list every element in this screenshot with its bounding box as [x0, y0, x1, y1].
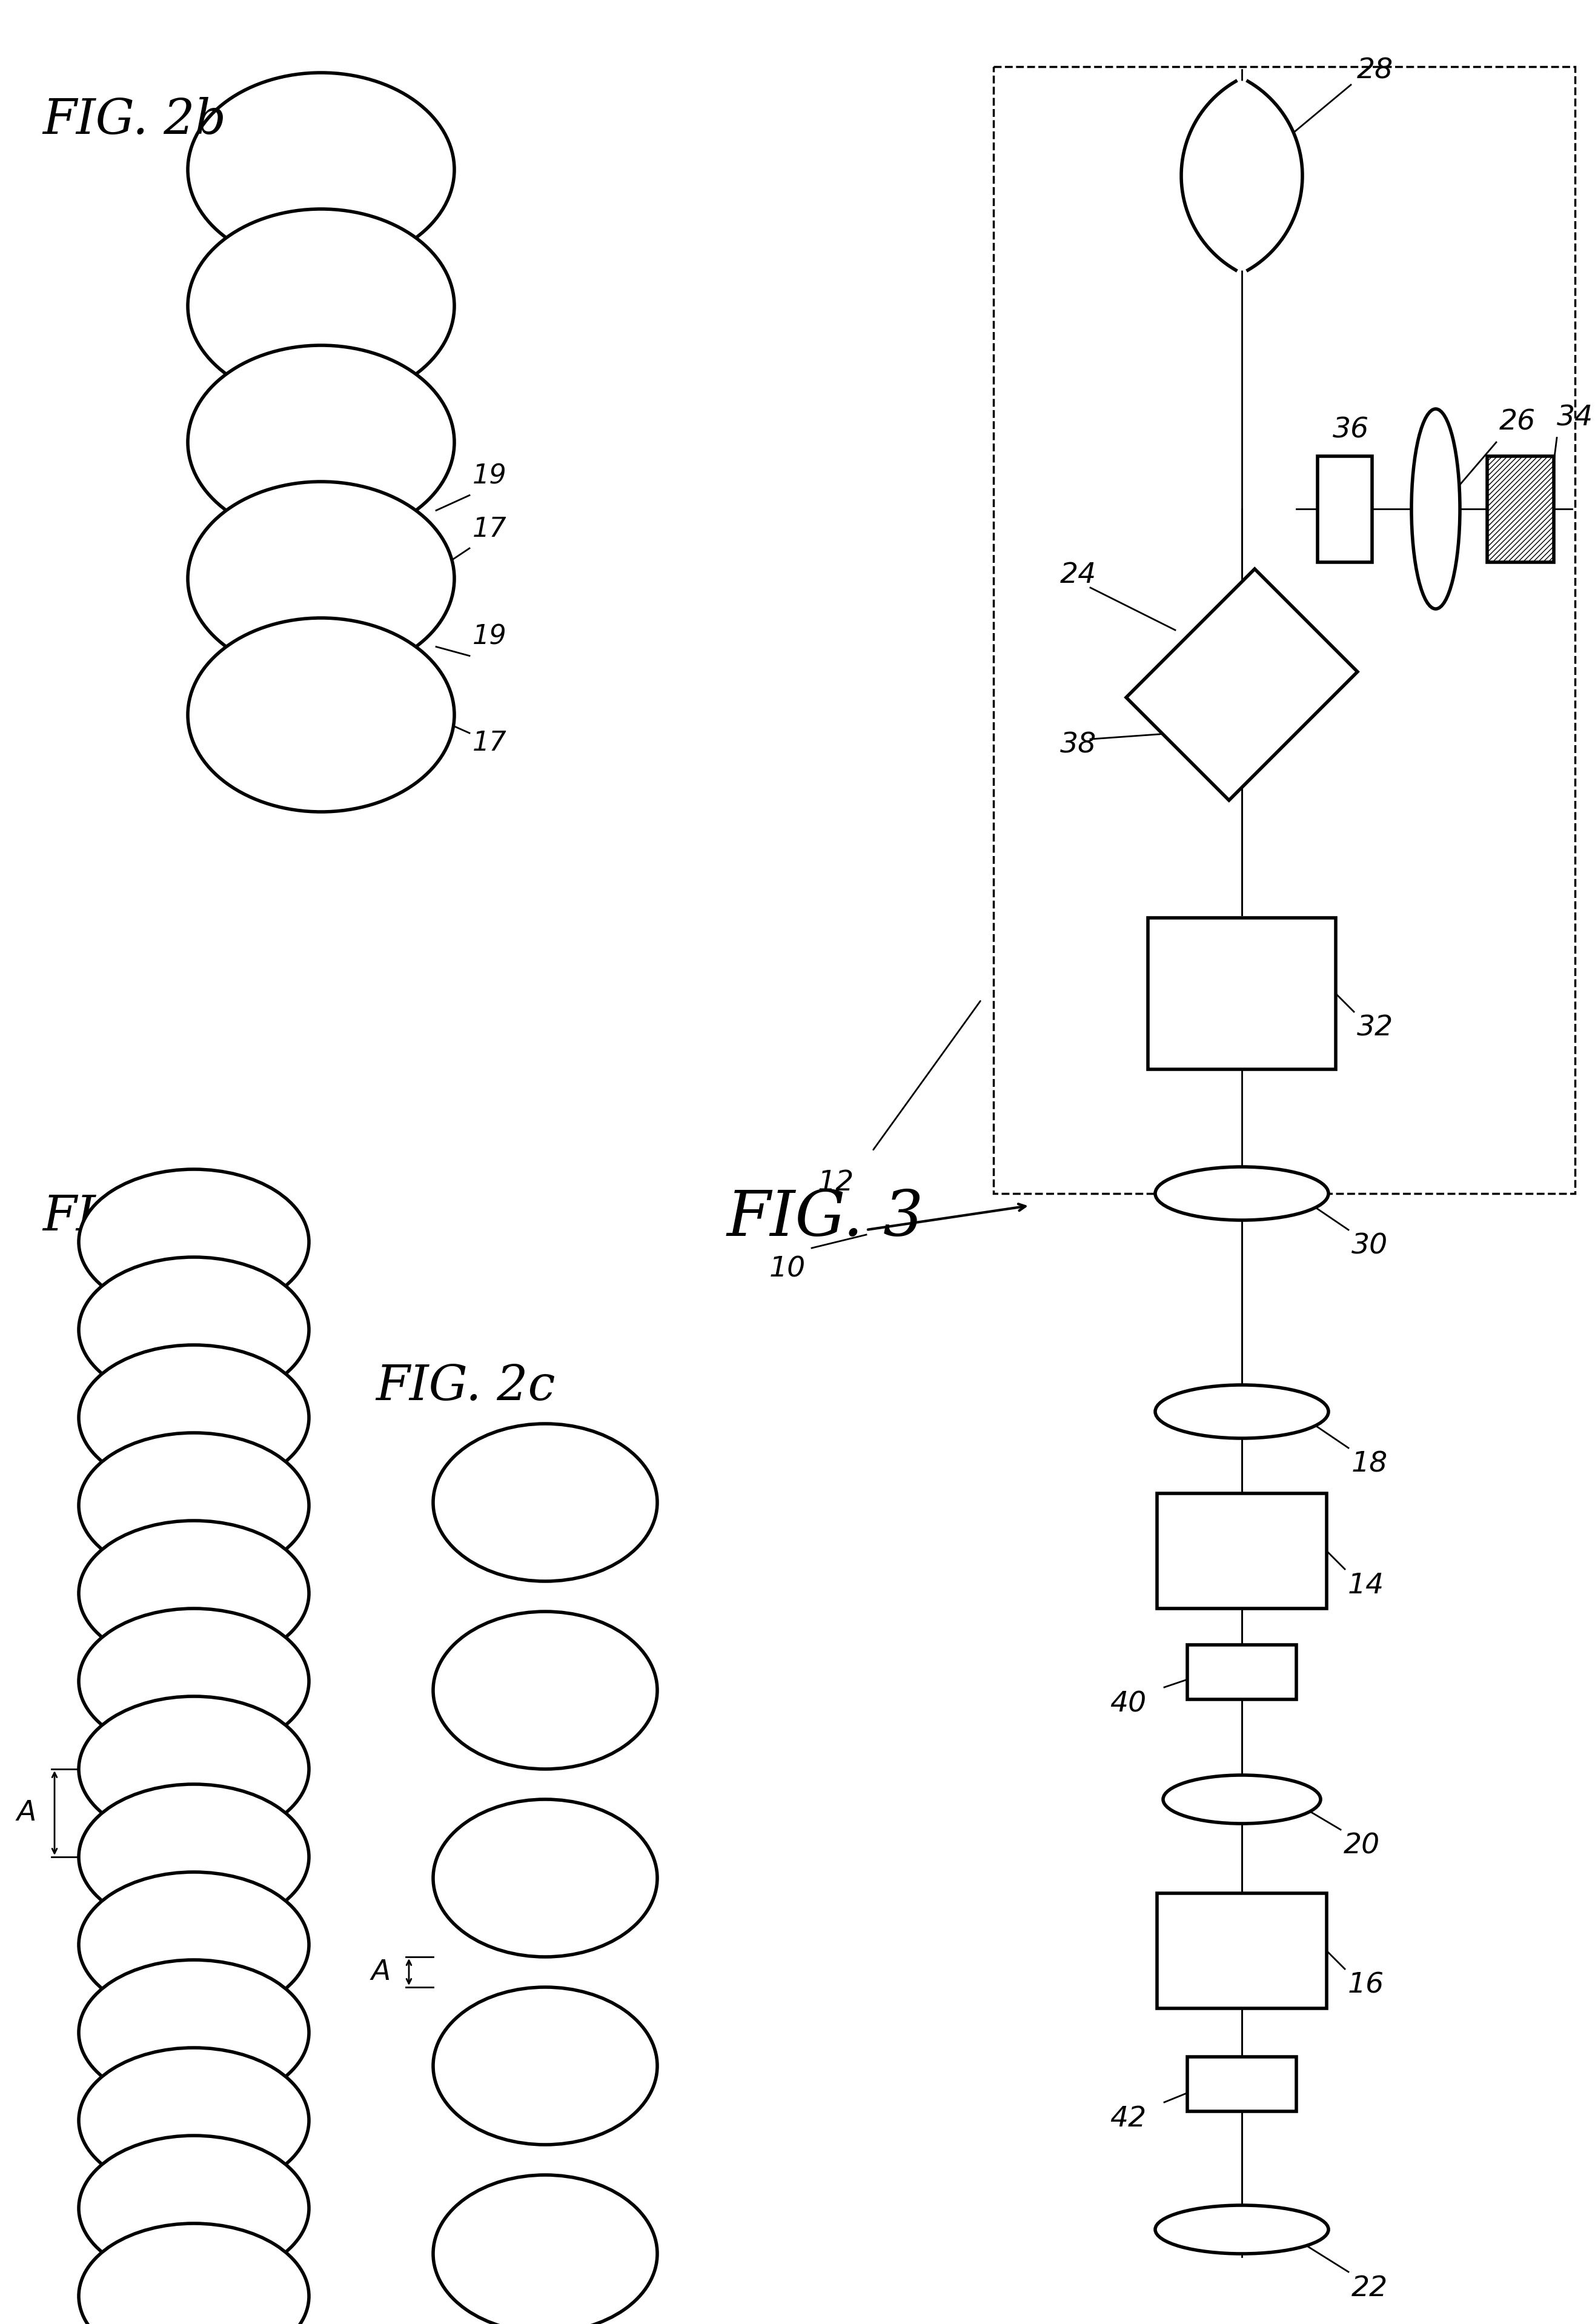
Ellipse shape — [78, 1346, 309, 1490]
Text: 19: 19 — [472, 462, 507, 490]
Bar — [1187, 2057, 1297, 2110]
Text: FIG. 2b: FIG. 2b — [43, 98, 226, 144]
Text: FIG. 2a: FIG. 2a — [43, 1195, 223, 1241]
Ellipse shape — [1155, 1167, 1329, 1220]
Bar — [994, 67, 1574, 1195]
Text: FIG. 2c: FIG. 2c — [375, 1364, 555, 1411]
Ellipse shape — [188, 618, 455, 811]
Text: 17: 17 — [472, 516, 507, 541]
Text: 36: 36 — [1333, 416, 1369, 444]
Ellipse shape — [78, 1608, 309, 1755]
Text: 38: 38 — [1061, 732, 1097, 760]
Ellipse shape — [78, 1873, 309, 2017]
Bar — [1187, 1645, 1297, 1699]
Ellipse shape — [78, 1257, 309, 1401]
Text: 17: 17 — [472, 730, 507, 755]
Text: 40: 40 — [1110, 1690, 1147, 1717]
Text: 28: 28 — [1357, 58, 1394, 84]
Ellipse shape — [78, 1697, 309, 1841]
Text: 42: 42 — [1110, 2106, 1147, 2133]
Text: FIG. 3: FIG. 3 — [727, 1188, 924, 1248]
Ellipse shape — [1163, 1776, 1321, 1824]
Ellipse shape — [434, 1987, 657, 2145]
Text: 16: 16 — [1348, 1973, 1384, 1999]
Text: A: A — [16, 1799, 37, 1827]
Bar — [1156, 1494, 1327, 1608]
Ellipse shape — [188, 72, 455, 267]
Ellipse shape — [1155, 2205, 1329, 2254]
Ellipse shape — [78, 2224, 309, 2324]
Ellipse shape — [434, 1425, 657, 1580]
Text: 24: 24 — [1061, 562, 1097, 590]
Text: 18: 18 — [1351, 1450, 1388, 1478]
Polygon shape — [1182, 81, 1303, 270]
Text: 20: 20 — [1343, 1834, 1380, 1859]
Text: 22: 22 — [1351, 2275, 1388, 2303]
Bar — [1317, 456, 1372, 562]
Ellipse shape — [1412, 409, 1459, 609]
Ellipse shape — [78, 1520, 309, 1666]
Ellipse shape — [434, 2175, 657, 2324]
Ellipse shape — [78, 1169, 309, 1315]
Ellipse shape — [78, 2047, 309, 2194]
Ellipse shape — [78, 1434, 309, 1578]
Text: 12: 12 — [818, 1169, 855, 1197]
Text: 26: 26 — [1499, 409, 1536, 437]
Text: 34: 34 — [1557, 404, 1593, 432]
Text: 19: 19 — [472, 623, 507, 651]
Bar — [1487, 456, 1554, 562]
Ellipse shape — [188, 209, 455, 402]
Bar — [1487, 456, 1554, 562]
Ellipse shape — [434, 1611, 657, 1769]
Bar — [1148, 918, 1335, 1069]
Ellipse shape — [1155, 1385, 1329, 1439]
Text: 30: 30 — [1351, 1234, 1388, 1260]
Ellipse shape — [188, 346, 455, 539]
Text: 32: 32 — [1357, 1016, 1394, 1041]
Ellipse shape — [434, 1799, 657, 1957]
Ellipse shape — [78, 1785, 309, 1929]
Text: 10: 10 — [769, 1255, 805, 1283]
Ellipse shape — [78, 2136, 309, 2280]
Text: 14: 14 — [1348, 1571, 1384, 1599]
Text: A: A — [372, 1959, 391, 1985]
Bar — [1156, 1894, 1327, 2008]
Ellipse shape — [188, 481, 455, 676]
Polygon shape — [1126, 569, 1357, 799]
Ellipse shape — [78, 1959, 309, 2106]
